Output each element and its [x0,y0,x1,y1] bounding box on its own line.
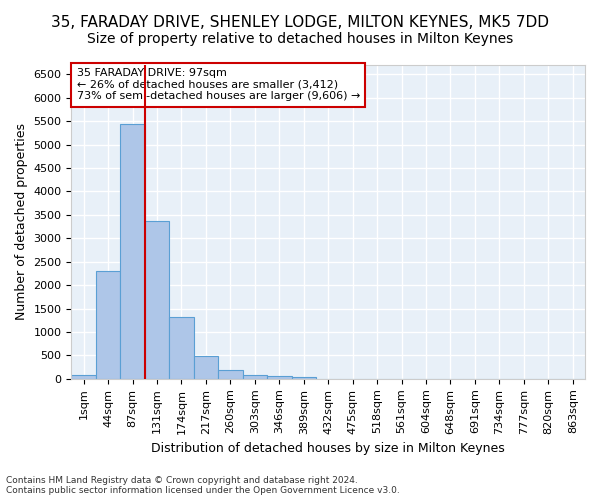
Bar [267,376,292,379]
Bar [145,220,169,379]
Text: 35, FARADAY DRIVE, SHENLEY LODGE, MILTON KEYNES, MK5 7DD: 35, FARADAY DRIVE, SHENLEY LODGE, MILTON… [51,15,549,30]
Bar [71,376,96,379]
Bar [218,370,242,379]
Bar [194,356,218,379]
Text: 35 FARADAY DRIVE: 97sqm
← 26% of detached houses are smaller (3,412)
73% of semi: 35 FARADAY DRIVE: 97sqm ← 26% of detache… [77,68,360,102]
Y-axis label: Number of detached properties: Number of detached properties [15,124,28,320]
X-axis label: Distribution of detached houses by size in Milton Keynes: Distribution of detached houses by size … [151,442,505,455]
Bar [96,271,121,379]
Text: Contains HM Land Registry data © Crown copyright and database right 2024.
Contai: Contains HM Land Registry data © Crown c… [6,476,400,495]
Bar [121,124,145,379]
Bar [169,318,194,379]
Bar [242,374,267,379]
Text: Size of property relative to detached houses in Milton Keynes: Size of property relative to detached ho… [87,32,513,46]
Bar [292,377,316,379]
